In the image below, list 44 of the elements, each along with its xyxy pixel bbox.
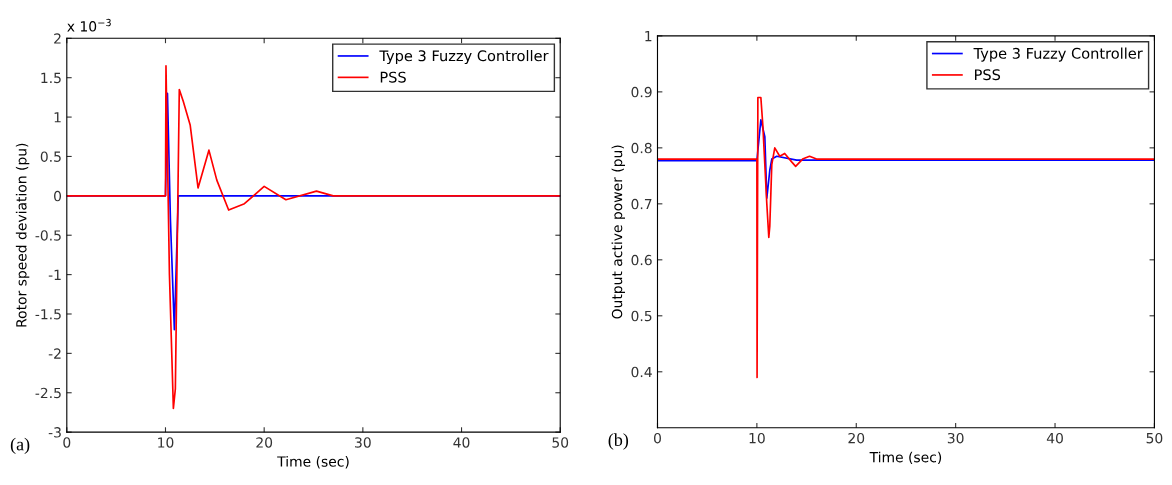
y-tick-label: 0.6 bbox=[631, 254, 652, 266]
y-tick-label: 0 bbox=[54, 190, 62, 202]
x-tick-label: 50 bbox=[552, 437, 569, 448]
y-tick-label: -1.5 bbox=[35, 309, 61, 320]
line-series bbox=[657, 119, 1155, 200]
text: (a) bbox=[10, 437, 30, 455]
y-tick-label: 0.7 bbox=[631, 198, 652, 210]
y-tick-label: 1 bbox=[54, 112, 61, 123]
x-axis-title: Time (sec) bbox=[277, 455, 349, 469]
x-tick-label: 0 bbox=[63, 437, 71, 448]
x-tick-label: 40 bbox=[1046, 432, 1063, 444]
legend-label: Type 3 Fuzzy Controller bbox=[379, 49, 549, 65]
x-tick-label: 10 bbox=[749, 432, 765, 444]
y-tick-label: 1.5 bbox=[41, 72, 61, 84]
y-tick-label: -2 bbox=[48, 348, 61, 359]
y-tick-label: 0.9 bbox=[631, 86, 652, 98]
x-tick-label: 10 bbox=[158, 437, 174, 448]
y-axis-title: Rotor speed deviation (pu) bbox=[15, 143, 30, 327]
legend-label: Type 3 Fuzzy Controller bbox=[973, 47, 1143, 62]
legend-label: PSS bbox=[380, 71, 406, 83]
y-tick-label: 0.5 bbox=[40, 151, 61, 162]
x-tick-label: 20 bbox=[848, 432, 865, 444]
text: x 10$^{−3}$ bbox=[67, 18, 111, 32]
x-tick-label: 20 bbox=[256, 437, 273, 448]
x-tick-label: 40 bbox=[453, 437, 470, 448]
x-tick-label: 0 bbox=[653, 432, 661, 444]
x-axis-title: Time (sec) bbox=[869, 451, 942, 465]
y-tick-label: 0.5 bbox=[631, 310, 652, 322]
legend-label: PSS bbox=[975, 69, 1001, 81]
y-tick-label: 2 bbox=[54, 33, 61, 44]
text: (b) bbox=[608, 433, 629, 450]
y-tick-label: 0.8 bbox=[631, 142, 652, 154]
y-tick-label: 0.4 bbox=[631, 366, 652, 378]
y-tick-label: -2.5 bbox=[35, 387, 61, 399]
x-tick-label: 30 bbox=[947, 432, 964, 444]
x-tick-label: 30 bbox=[355, 437, 371, 448]
line-series bbox=[66, 65, 561, 410]
y-tick-label: -3 bbox=[48, 427, 61, 438]
y-tick-label: 1 bbox=[645, 31, 652, 42]
y-tick-label: -1 bbox=[48, 269, 61, 280]
line-series bbox=[657, 96, 1155, 379]
x-tick-label: 50 bbox=[1146, 432, 1163, 444]
y-axis-title: Output active power (pu) bbox=[611, 145, 625, 319]
y-tick-label: -0.5 bbox=[35, 230, 61, 241]
